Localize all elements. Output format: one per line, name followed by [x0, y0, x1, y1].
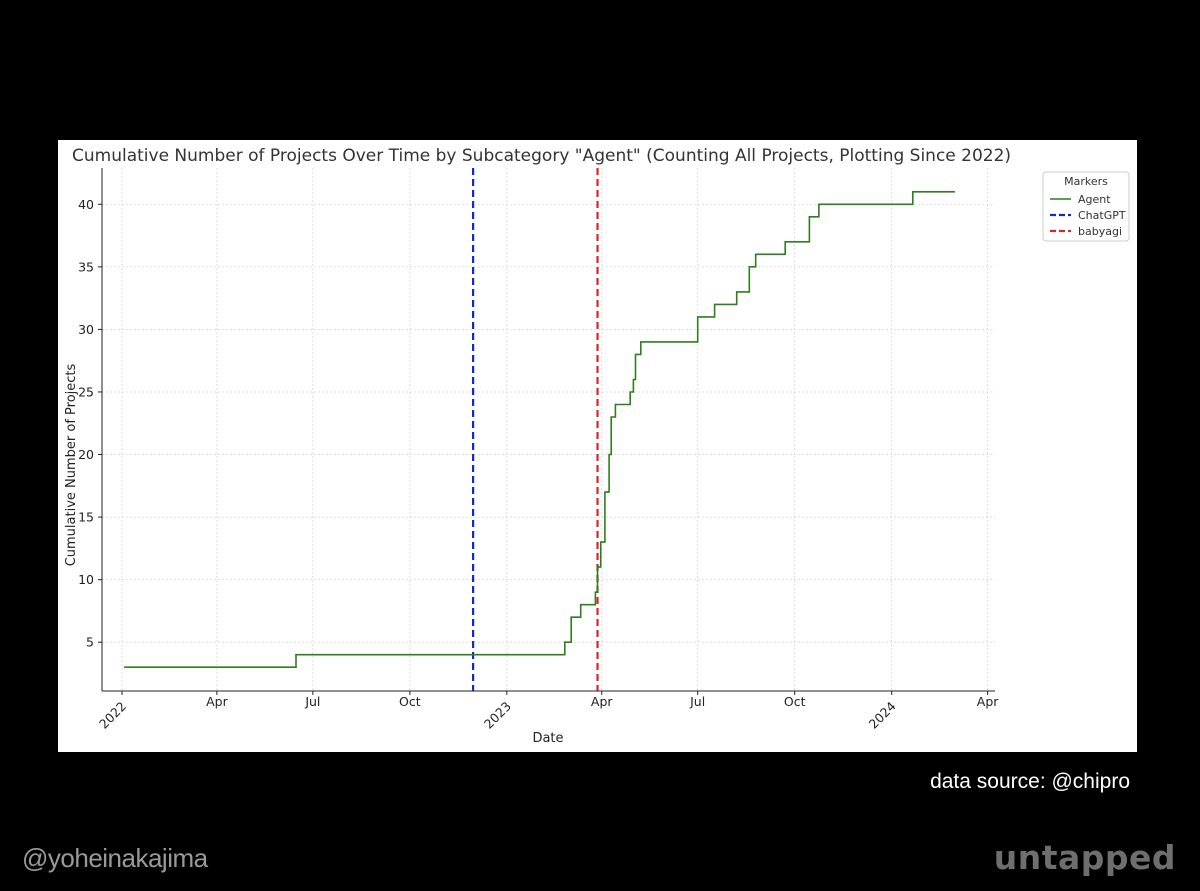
y-tick-label: 40: [78, 197, 94, 212]
series-layer: [124, 191, 955, 668]
x-tick-label: Oct: [784, 694, 806, 709]
y-tick-label: 15: [78, 510, 94, 525]
legend-layer: Markers Agent ChatGPT babyagi: [1042, 171, 1130, 242]
author-handle: @yoheinakajima: [22, 843, 208, 873]
marker-layer: [472, 168, 599, 691]
series-line-agent: [124, 191, 955, 668]
x-tick-label: Jul: [689, 694, 705, 709]
x-tick-label: Apr: [591, 694, 613, 709]
x-tick-label: 2023: [481, 699, 514, 732]
x-tick-label: Apr: [977, 694, 999, 709]
legend-label-chatgpt: ChatGPT: [1078, 209, 1126, 222]
y-axis-label: Cumulative Number of Projects: [64, 363, 79, 566]
y-tick-label: 5: [86, 635, 94, 650]
legend-title: Markers: [1064, 175, 1108, 188]
legend-box: [1042, 171, 1130, 242]
x-tick-label: Oct: [399, 694, 421, 709]
x-tick-label: 2022: [96, 699, 129, 732]
legend-label-agent: Agent: [1078, 193, 1111, 206]
x-tick-label: 2024: [866, 698, 899, 731]
y-tick-label: 35: [78, 259, 94, 274]
chart-panel: 5 10 15 20 25 30 35 40 2022 Apr Jul Oct 2023 Apr Jul Oc…: [58, 140, 1137, 752]
y-tick-label: 20: [78, 447, 94, 462]
axes-layer: 5 10 15 20 25 30 35 40 2022 Apr Jul Oct 2023 Apr Jul Oc…: [78, 168, 999, 732]
data-source-note: data source: @chipro: [930, 770, 1130, 793]
x-axis-label: Date: [532, 731, 563, 746]
legend-label-babyagi: babyagi: [1078, 225, 1122, 238]
x-tick-label: Jul: [304, 694, 320, 709]
brand-logo: untapped: [993, 838, 1176, 877]
y-tick-label: 30: [78, 322, 94, 337]
chart-svg: 5 10 15 20 25 30 35 40 2022 Apr Jul Oct 2023 Apr Jul Oc…: [64, 146, 1130, 746]
chart-title: Cumulative Number of Projects Over Time …: [72, 146, 1011, 166]
grid-layer: [102, 168, 995, 691]
y-tick-label: 25: [78, 384, 94, 399]
y-tick-label: 10: [78, 572, 94, 587]
x-tick-label: Apr: [206, 694, 228, 709]
